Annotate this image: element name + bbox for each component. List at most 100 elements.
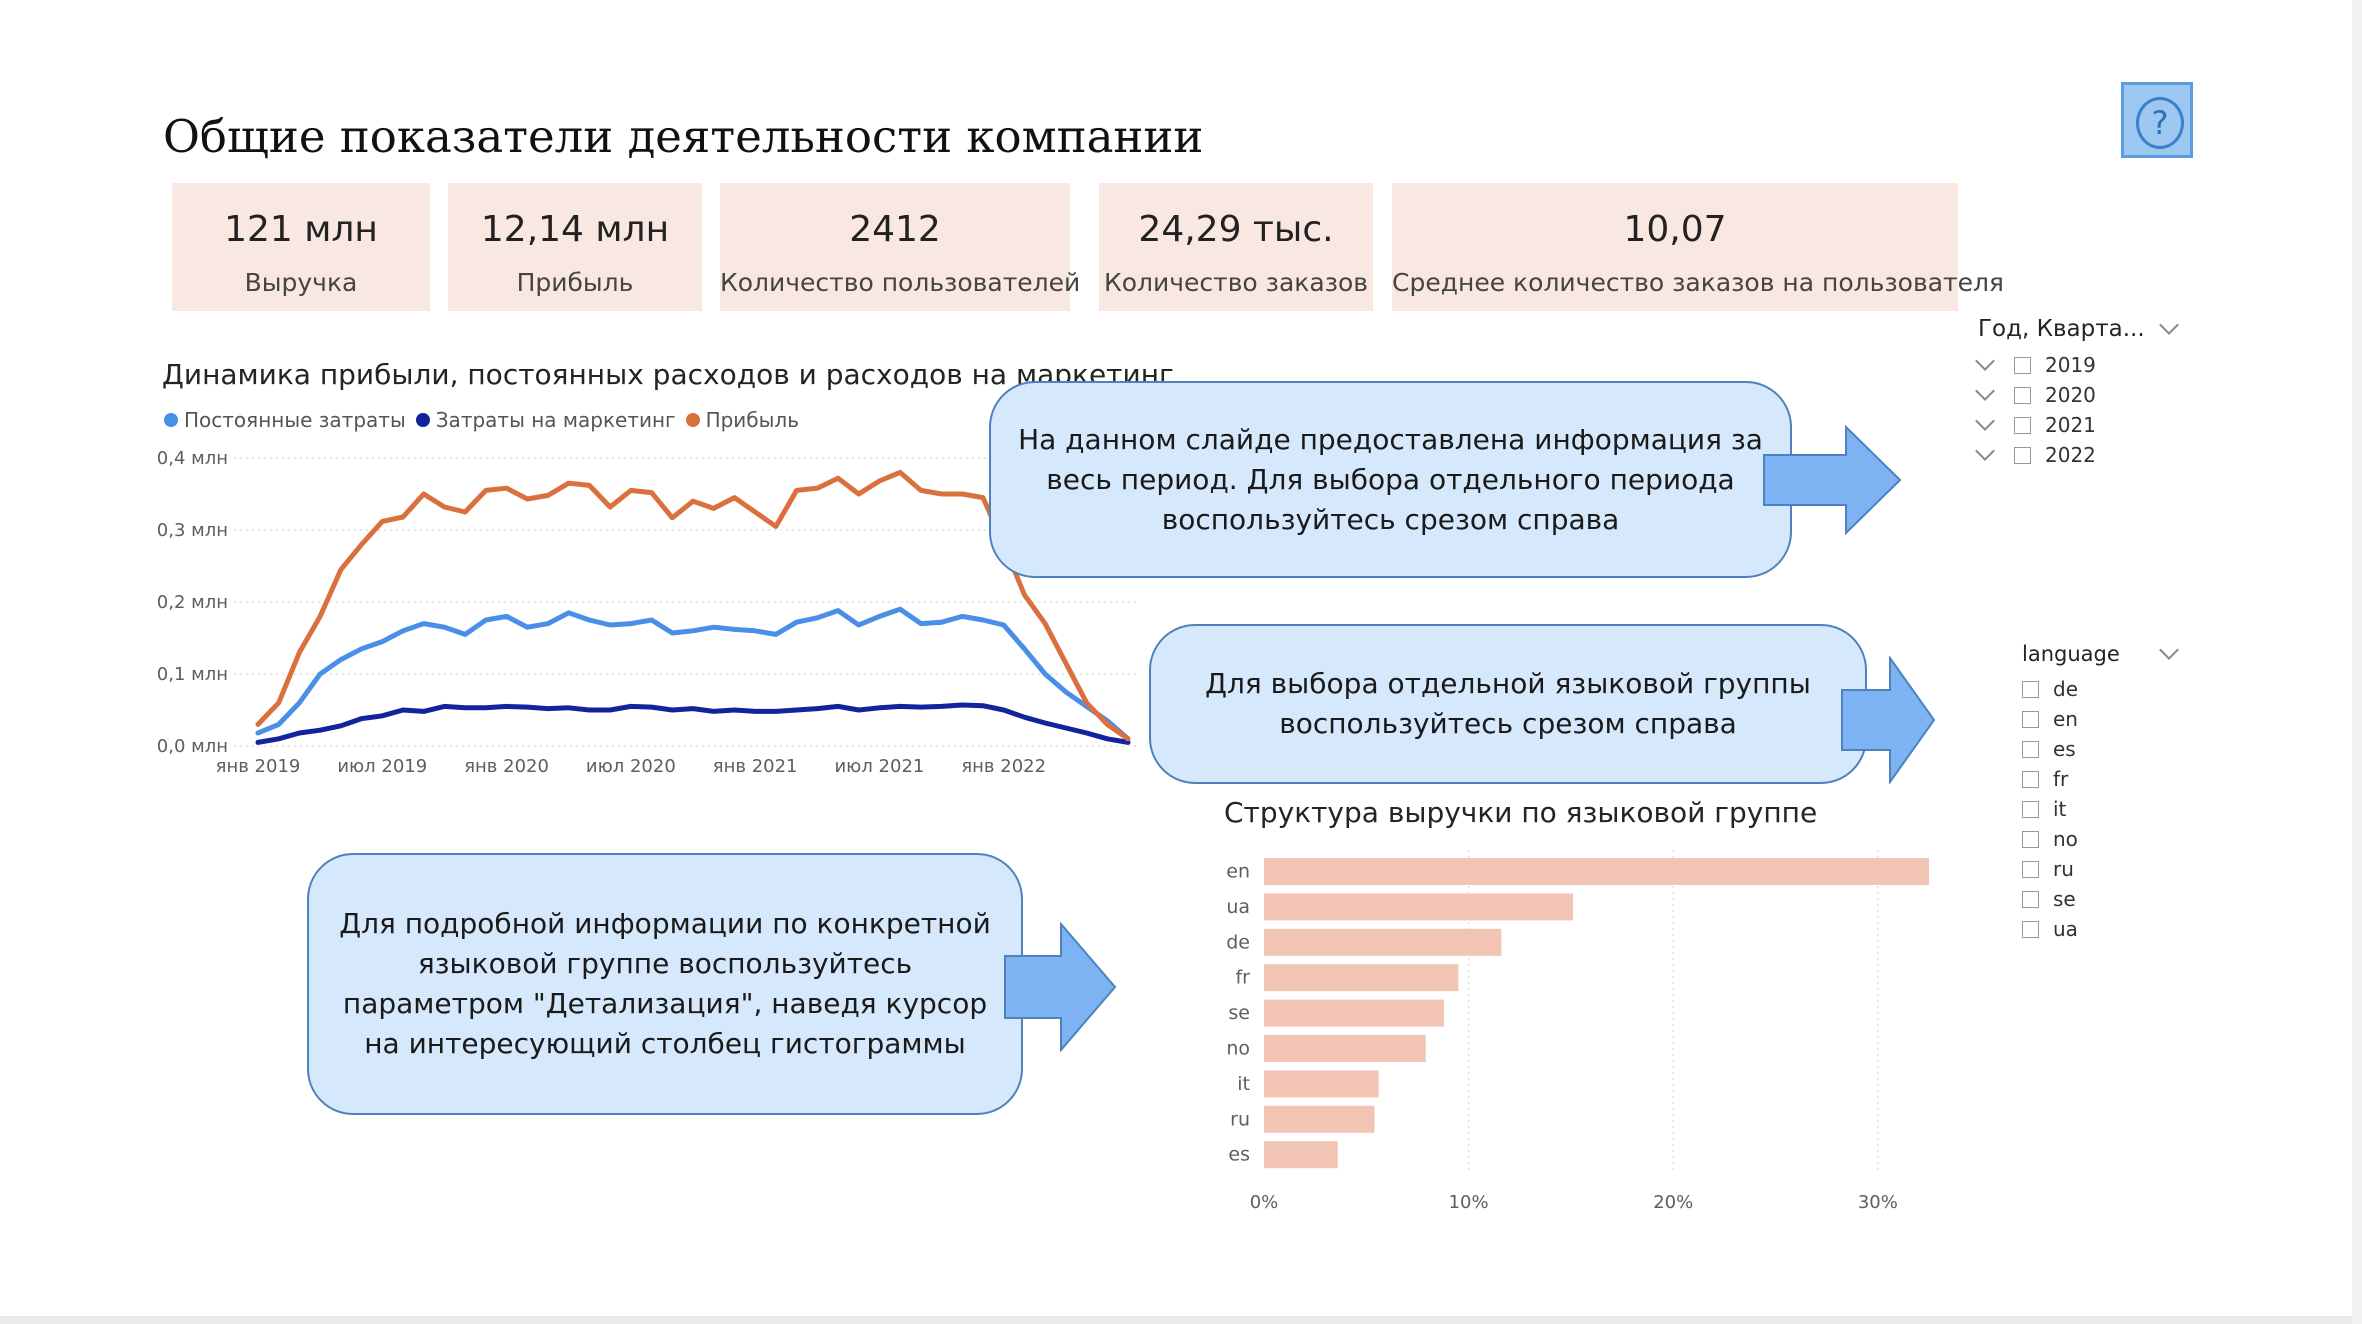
y-tick-label: es bbox=[1228, 1144, 1250, 1166]
checkbox[interactable] bbox=[2014, 446, 2031, 464]
checkbox[interactable] bbox=[2014, 356, 2031, 374]
slicer-item-year[interactable]: 2019 bbox=[1975, 350, 2182, 380]
checkbox[interactable] bbox=[2022, 920, 2039, 938]
x-tick-label: июл 2020 bbox=[586, 756, 676, 777]
slicer-item-language[interactable]: no bbox=[2022, 824, 2182, 854]
year-slicer-title: Год, Кварта... bbox=[1978, 316, 2145, 342]
slicer-item-year[interactable]: 2021 bbox=[1975, 410, 2182, 440]
x-tick-label: 0% bbox=[1250, 1192, 1279, 1213]
legend-dot-icon bbox=[164, 413, 178, 427]
legend-dot-icon bbox=[415, 413, 430, 427]
page-title: Общие показатели деятельности компании bbox=[163, 110, 1204, 163]
kpi-label: Количество заказов bbox=[1103, 268, 1369, 297]
slicer-item-language[interactable]: ru bbox=[2022, 854, 2182, 884]
y-tick-label: no bbox=[1226, 1038, 1250, 1060]
arrow-right-icon bbox=[1763, 425, 1902, 535]
slicer-item-language[interactable]: en bbox=[2022, 704, 2182, 734]
series-line-1 bbox=[255, 702, 1131, 745]
slicer-item-year[interactable]: 2020 bbox=[1975, 380, 2182, 410]
expand-chevron-icon[interactable] bbox=[1975, 441, 1995, 461]
bar-it bbox=[1264, 1070, 1379, 1098]
x-tick-label: янв 2019 bbox=[216, 756, 301, 777]
line-chart-legend: Постоянные затраты Затраты на маркетинг … bbox=[164, 408, 799, 432]
kpi-card-orders: 24,29 тыс. Количество заказов bbox=[1099, 183, 1373, 311]
kpi-label: Среднее количество заказов на пользовате… bbox=[1392, 268, 2004, 297]
expand-chevron-icon[interactable] bbox=[1975, 351, 1995, 371]
bar-de bbox=[1264, 928, 1502, 956]
slicer-item-year[interactable]: 2022 bbox=[1975, 440, 2182, 470]
x-tick-label: июл 2019 bbox=[337, 756, 427, 777]
checkbox[interactable] bbox=[2022, 800, 2039, 818]
y-tick-label: it bbox=[1237, 1073, 1250, 1095]
question-icon: ? bbox=[2136, 97, 2184, 149]
bar-fr bbox=[1264, 964, 1459, 992]
kpi-label: Выручка bbox=[244, 268, 358, 297]
expand-chevron-icon[interactable] bbox=[1975, 411, 1995, 431]
series-line-2 bbox=[255, 469, 1131, 742]
y-tick-label: 0,2 млн bbox=[157, 592, 228, 613]
checkbox[interactable] bbox=[2022, 860, 2039, 878]
slicer-item-language[interactable]: es bbox=[2022, 734, 2182, 764]
language-slicer-title: language bbox=[2022, 642, 2120, 666]
slicer-item-language[interactable]: se bbox=[2022, 884, 2182, 914]
x-tick-label: янв 2022 bbox=[961, 756, 1046, 777]
arrow-right-icon bbox=[1841, 656, 1936, 784]
legend-label: Прибыль bbox=[705, 408, 799, 432]
legend-item-marketing[interactable]: Затраты на маркетинг bbox=[415, 408, 676, 432]
slicer-item-language[interactable]: fr bbox=[2022, 764, 2182, 794]
kpi-value: 10,07 bbox=[1623, 209, 1727, 250]
checkbox[interactable] bbox=[2022, 710, 2039, 728]
slicer-item-language[interactable]: de bbox=[2022, 674, 2182, 704]
checkbox[interactable] bbox=[2022, 890, 2039, 908]
checkbox[interactable] bbox=[2022, 680, 2039, 698]
line-chart-title: Динамика прибыли, постоянных расходов и … bbox=[162, 358, 1174, 391]
bar-ua bbox=[1264, 893, 1573, 921]
legend-label: Затраты на маркетинг bbox=[435, 408, 676, 432]
slicer-item-language[interactable]: ua bbox=[2022, 914, 2182, 944]
x-tick-label: янв 2020 bbox=[464, 756, 549, 777]
legend-label: Постоянные затраты bbox=[184, 408, 406, 432]
x-tick-label: 30% bbox=[1858, 1192, 1898, 1213]
kpi-value: 121 млн bbox=[224, 209, 378, 250]
y-tick-label: ua bbox=[1226, 896, 1250, 918]
arrow-right-icon bbox=[1004, 922, 1117, 1052]
x-tick-label: янв 2021 bbox=[713, 756, 798, 777]
checkbox[interactable] bbox=[2022, 770, 2039, 788]
help-button[interactable]: ? bbox=[2121, 82, 2193, 158]
expand-chevron-icon[interactable] bbox=[1975, 381, 1995, 401]
bottom-bar bbox=[0, 1316, 2362, 1324]
chevron-down-icon[interactable] bbox=[2159, 315, 2179, 335]
checkbox[interactable] bbox=[2014, 386, 2031, 404]
bar-chart-title: Структура выручки по языковой группе bbox=[1224, 796, 1818, 829]
y-tick-label: de bbox=[1226, 931, 1250, 953]
y-tick-label: fr bbox=[1235, 967, 1250, 989]
callout-drill: Для подробной информации по конкретной я… bbox=[307, 853, 1023, 1115]
legend-item-fixed[interactable]: Постоянные затраты bbox=[164, 408, 406, 432]
y-tick-label: ru bbox=[1230, 1108, 1250, 1130]
y-tick-label: 0,3 млн bbox=[157, 520, 228, 541]
checkbox[interactable] bbox=[2022, 740, 2039, 758]
slicer-item-language[interactable]: it bbox=[2022, 794, 2182, 824]
year-slicer: Год, Кварта... 2019 2020 2021 2022 bbox=[1975, 315, 2182, 470]
bar-es bbox=[1264, 1141, 1338, 1169]
kpi-label: Количество пользователей bbox=[720, 268, 1081, 297]
checkbox[interactable] bbox=[2022, 830, 2039, 848]
x-tick-label: июл 2021 bbox=[834, 756, 924, 777]
checkbox[interactable] bbox=[2014, 416, 2031, 434]
language-slicer: language de en es fr it no ru se ua bbox=[2022, 640, 2182, 944]
y-tick-label: se bbox=[1228, 1002, 1250, 1024]
bar-no bbox=[1264, 1035, 1426, 1062]
x-tick-label: 20% bbox=[1653, 1192, 1693, 1213]
x-tick-label: 10% bbox=[1449, 1192, 1489, 1213]
chevron-down-icon[interactable] bbox=[2159, 640, 2179, 660]
y-tick-label: 0,4 млн bbox=[157, 448, 228, 469]
kpi-card-revenue: 121 млн Выручка bbox=[172, 183, 430, 311]
scroll-edge bbox=[2352, 0, 2362, 1324]
kpi-card-users: 2412 Количество пользователей bbox=[720, 183, 1081, 311]
legend-item-profit[interactable]: Прибыль bbox=[685, 408, 799, 432]
legend-dot-icon bbox=[685, 413, 700, 427]
bar-se bbox=[1264, 999, 1445, 1027]
callout-period: На данном слайде предоставлена информаци… bbox=[989, 381, 1792, 578]
